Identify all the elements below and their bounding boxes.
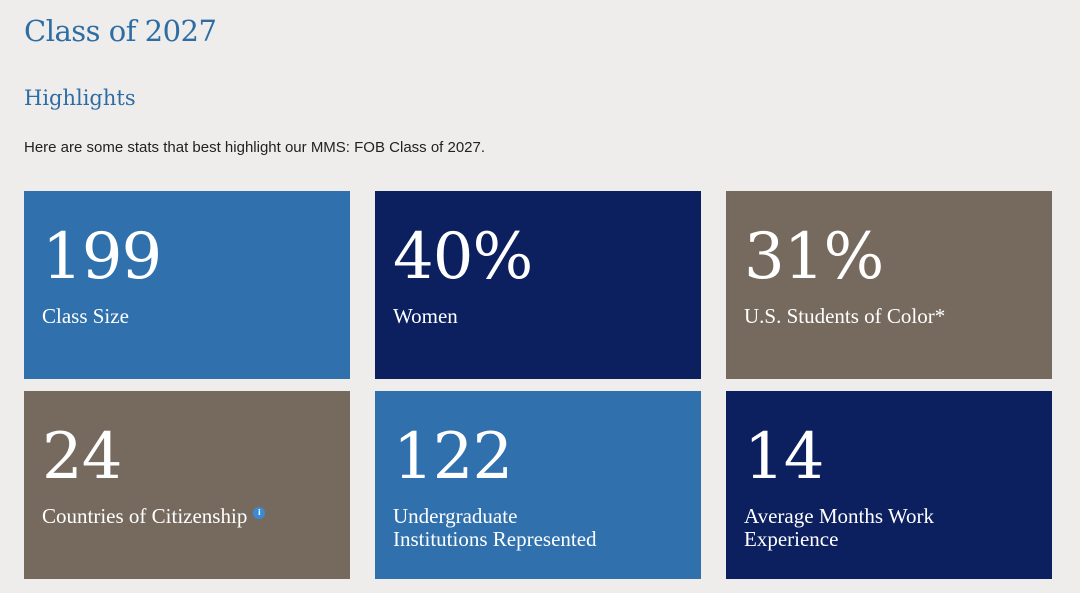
stat-label: U.S. Students of Color*	[744, 304, 946, 328]
stat-tile-women: 40% Women	[375, 191, 701, 379]
highlights-heading: Highlights	[24, 86, 136, 110]
stat-label: Undergraduate Institutions Represented	[393, 504, 597, 551]
stat-tile-work-experience: 14 Average Months Work Experience	[726, 391, 1052, 579]
stat-value: 24	[42, 420, 122, 494]
info-icon[interactable]: i	[253, 507, 266, 519]
stats-grid: 199 Class Size 40% Women 31% U.S. Studen…	[24, 191, 1052, 579]
page-title: Class of 2027	[24, 14, 217, 48]
stat-value: 14	[744, 420, 824, 494]
stat-label: Countries of Citizenship	[42, 504, 248, 528]
stat-tile-class-size: 199 Class Size	[24, 191, 350, 379]
stat-label-row: Countries of Citizenship i	[42, 505, 332, 528]
stat-value: 31%	[744, 220, 884, 294]
highlights-intro: Here are some stats that best highlight …	[24, 139, 486, 156]
stat-value: 122	[393, 420, 513, 494]
stat-label: Average Months Work Experience	[744, 504, 934, 551]
stat-label: Class Size	[42, 304, 129, 328]
stat-tile-countries: 24 Countries of Citizenship i	[24, 391, 350, 579]
stat-label: Women	[393, 304, 458, 328]
stat-tile-students-of-color: 31% U.S. Students of Color*	[726, 191, 1052, 379]
stat-value: 40%	[393, 220, 533, 294]
stat-value: 199	[42, 220, 162, 294]
stat-tile-institutions: 122 Undergraduate Institutions Represent…	[375, 391, 701, 579]
